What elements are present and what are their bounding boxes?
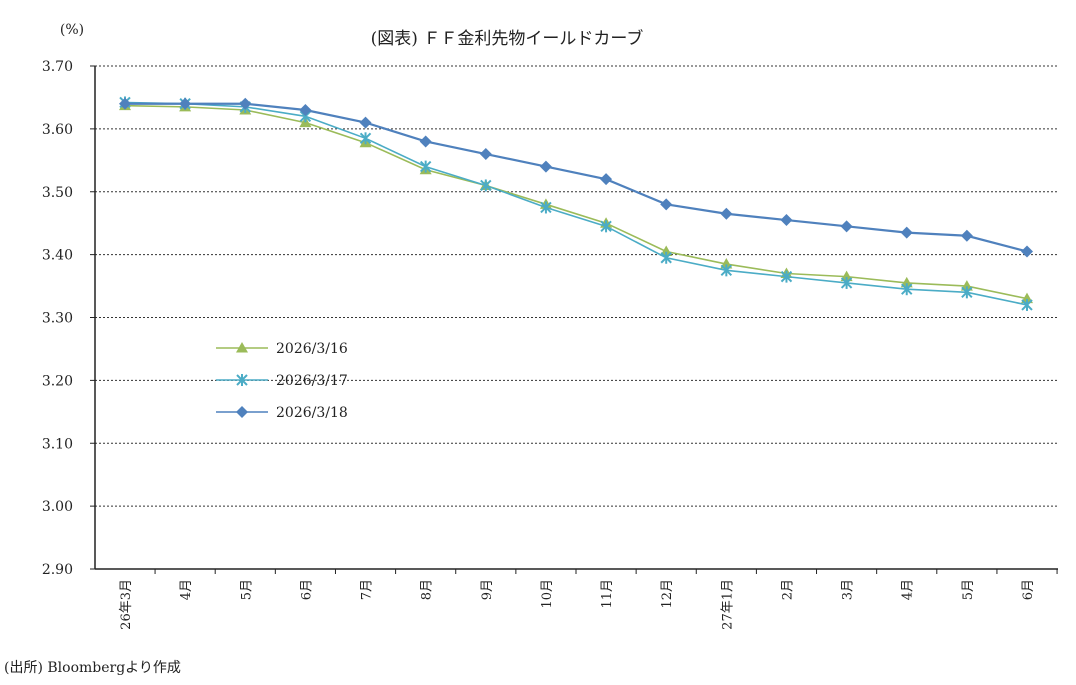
marker-diamond [179,97,192,110]
x-tick-label: 5月 [239,579,254,600]
x-tick-label: 26年3月 [119,579,134,630]
axes [94,66,1058,570]
marker-star [540,201,552,214]
marker-star [600,220,612,233]
marker-diamond [960,229,973,242]
marker-diamond [479,148,492,161]
marker-star [961,286,973,299]
legend-label: 2026/3/18 [276,405,348,421]
x-tick-label: 11月 [600,579,615,609]
marker-star [419,160,432,173]
x-tick-label: 12月 [660,579,675,609]
y-tick-label: 3.70 [42,59,73,75]
marker-star [480,179,492,192]
marker-diamond [840,220,853,233]
y-tick-label: 3.10 [42,436,73,452]
series-line [125,102,1028,253]
marker-star [1021,298,1033,311]
series-line [124,101,1028,306]
x-axis-ticks: 26年3月 4月 5月 6月 7月 8月 9月 10月 11月 12月 27年1月 2月 3月 4月 5月 6… [119,569,1058,630]
marker-diamond [539,160,552,173]
marker-diamond [1021,245,1033,258]
x-tick-label: 4月 [179,579,194,600]
marker-diamond [780,214,793,227]
x-tick-label: 8月 [420,579,435,600]
legend: 2026/3/16 2026/3/17 2026/3/18 [216,341,348,421]
marker-diamond [660,198,673,211]
marker-star [901,283,913,296]
marker-star [780,270,793,283]
marker-diamond [119,97,131,110]
marker-star [720,264,733,277]
marker-triangle [236,342,248,353]
x-tick-label: 4月 [901,579,916,600]
y-tick-label: 3.30 [42,311,73,327]
series-2026/3/18 [119,97,1033,258]
series-line [124,104,1028,300]
y-tick-label: 2.90 [42,562,73,578]
marker-star [359,132,372,145]
source-note: (出所) Bloombergより作成 [4,660,181,676]
x-tick-label: 9月 [480,579,495,600]
marker-star [840,276,853,289]
legend-item: 2026/3/17 [216,373,348,389]
marker-star [660,251,672,264]
data-series [119,96,1033,311]
gridlines [95,65,1058,507]
marker-diamond [720,207,733,220]
x-tick-label: 6月 [1021,579,1036,600]
marker-diamond [419,135,432,148]
x-tick-label: 10月 [540,579,555,609]
x-tick-label: 27年1月 [720,579,735,630]
series-2026/3/16 [119,99,1033,304]
x-tick-label: 2月 [780,579,795,600]
legend-label: 2026/3/17 [276,373,348,389]
y-axis-ticks: 3.70 3.60 3.50 3.40 3.30 3.20 3.10 3.00 2.90 [42,59,95,578]
marker-diamond [900,226,913,239]
marker-star [236,374,248,386]
x-tick-label: 3月 [841,579,856,600]
y-tick-label: 3.20 [42,373,73,389]
marker-diamond [359,116,372,129]
y-tick-label: 3.50 [42,185,73,201]
x-tick-label: 5月 [961,579,976,600]
series-2026/3/17 [119,96,1033,311]
chart-title: (図表) ＦＦ金利先物イールドカーブ [371,28,644,49]
legend-item: 2026/3/16 [216,341,348,357]
legend-label: 2026/3/16 [276,341,348,357]
y-tick-label: 3.60 [42,122,73,138]
marker-diamond [239,97,252,110]
y-tick-label: 3.00 [42,499,73,515]
y-tick-label: 3.40 [42,248,73,264]
legend-item: 2026/3/18 [216,405,348,421]
marker-diamond [600,173,613,186]
x-tick-label: 7月 [360,579,375,600]
marker-diamond [299,104,312,117]
y-axis-unit-label: (%) [60,22,84,38]
marker-diamond [236,406,248,418]
x-tick-label: 6月 [299,579,314,600]
